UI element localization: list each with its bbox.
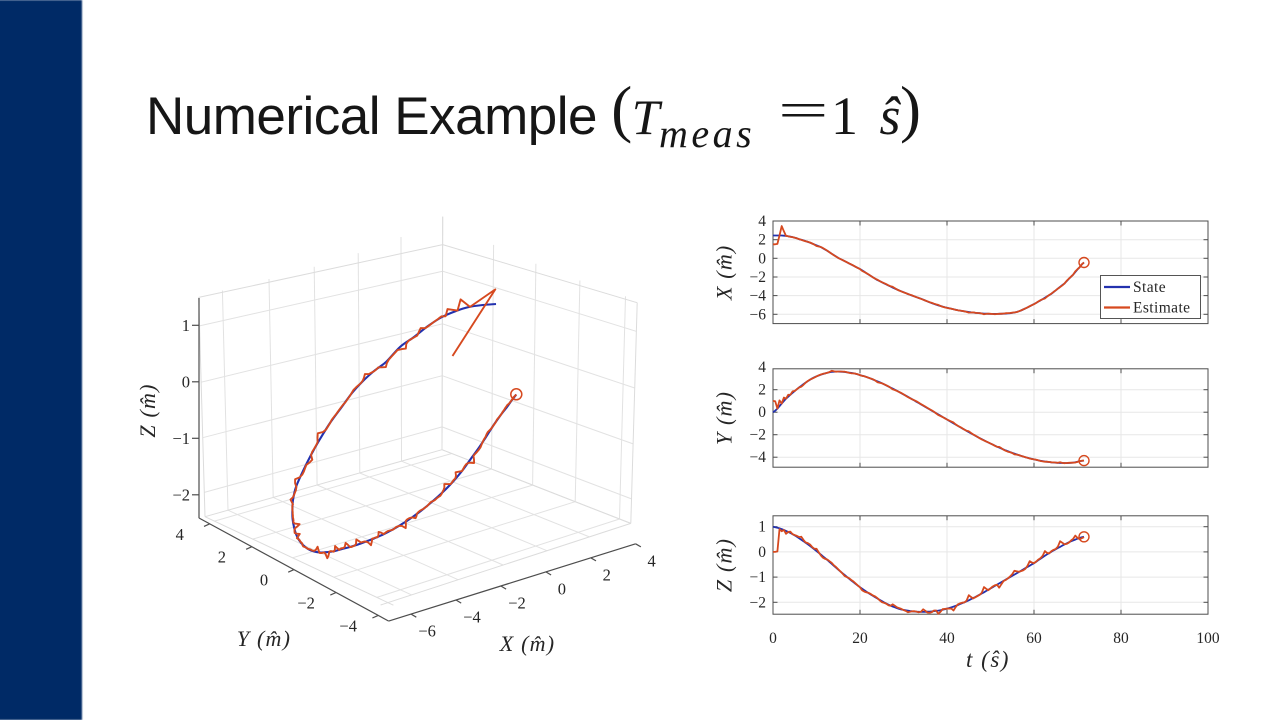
svg-text:−2: −2	[750, 427, 767, 444]
svg-text:0: 0	[260, 571, 268, 590]
svg-text:−4: −4	[750, 449, 767, 466]
svg-text:80: 80	[1113, 630, 1129, 647]
svg-text:2: 2	[758, 382, 766, 399]
svg-text:X (m̂): X (m̂)	[499, 631, 555, 656]
svg-text:−4: −4	[463, 608, 481, 627]
svg-text:State: State	[1133, 279, 1166, 296]
svg-text:−6: −6	[418, 622, 436, 641]
svg-text:2: 2	[603, 565, 611, 584]
svg-text:Y (m̂): Y (m̂)	[712, 391, 737, 445]
svg-text:−1: −1	[750, 569, 767, 586]
svg-text:−2: −2	[750, 594, 767, 611]
svg-text:0: 0	[758, 250, 766, 267]
svg-text:Y (m̂): Y (m̂)	[237, 626, 291, 651]
svg-text:1: 1	[758, 519, 766, 536]
svg-text:0: 0	[758, 544, 766, 561]
svg-text:−2: −2	[172, 485, 190, 504]
svg-text:−4: −4	[750, 288, 767, 305]
svg-text:4: 4	[758, 213, 766, 230]
svg-text:60: 60	[1026, 630, 1042, 647]
svg-text:4: 4	[758, 359, 766, 376]
svg-text:0: 0	[182, 372, 190, 391]
svg-text:−2: −2	[750, 269, 767, 286]
svg-text:1: 1	[182, 316, 190, 335]
svg-text:−4: −4	[339, 616, 357, 635]
svg-text:−1: −1	[172, 429, 190, 448]
svg-text:X (m̂): X (m̂)	[712, 245, 737, 301]
svg-text:Z (m̂): Z (m̂)	[712, 538, 737, 592]
svg-text:Estimate: Estimate	[1133, 300, 1190, 317]
svg-text:−2: −2	[508, 594, 526, 613]
svg-text:Z (m̂): Z (m̂)	[135, 383, 160, 437]
svg-text:100: 100	[1196, 630, 1220, 647]
svg-text:40: 40	[939, 630, 955, 647]
svg-text:4: 4	[647, 551, 655, 570]
svg-text:0: 0	[558, 579, 566, 598]
svg-text:−6: −6	[750, 306, 767, 323]
svg-text:2: 2	[758, 232, 766, 249]
svg-text:4: 4	[176, 525, 184, 544]
svg-text:2: 2	[218, 548, 226, 567]
svg-text:0: 0	[758, 404, 766, 421]
svg-text:−2: −2	[297, 594, 315, 613]
svg-text:t (ŝ): t (ŝ)	[966, 647, 1010, 672]
svg-text:20: 20	[852, 630, 868, 647]
svg-text:0: 0	[769, 630, 777, 647]
